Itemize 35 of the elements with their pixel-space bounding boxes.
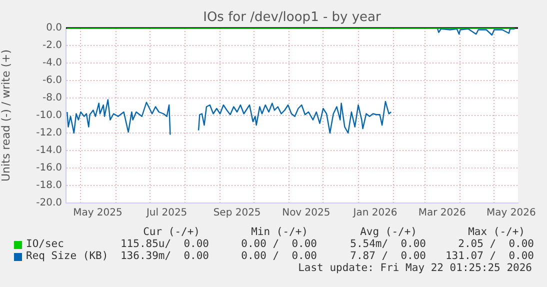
y-tick-label: -14.0 [36,145,62,156]
x-tick-label: May 2025 [73,208,122,219]
y-axis-title: Units read (-) / write (+) [0,49,12,182]
y-tick-label: -6.0 [42,75,62,86]
chart-title: IOs for /dev/loop1 - by year [202,10,382,25]
y-tick-label: -8.0 [42,92,62,104]
text: 115.85u/ 0.00 [120,238,209,250]
text: 0.00 / 0.00 [241,250,317,262]
y-tick-label: -4.0 [42,58,62,69]
legend-label: Req Size (KB) [26,250,108,262]
y-tick-label: -10.0 [36,110,62,122]
x-tick-label: Jul 2025 [145,208,188,219]
text: 5.54m/ 0.00 [350,238,426,250]
y-tick-label: 0.0 [46,22,62,34]
text: Max (-/+) [468,226,525,238]
text: Avg (-/+) [360,226,417,238]
y-tick-label: -16.0 [36,162,62,174]
text: 0.00 / 0.00 [241,238,317,250]
x-tick-label: Mar 2026 [418,208,466,219]
text: 131.07 / 0.00 [445,250,534,262]
text: Cur (-/+) [143,226,200,238]
text: 2.05 / 0.00 [458,238,534,250]
text: Last update: Fri May 22 01:25:25 2026 [298,262,532,274]
y-tick-label: -18.0 [36,180,62,192]
text: Min (-/+) [251,226,308,238]
y-tick-label: -20.0 [36,198,62,209]
x-tick-label: Nov 2025 [282,208,330,219]
x-tick-label: May 2026 [486,208,536,219]
text: 136.39m/ 0.00 [120,250,209,262]
y-tick-label: -12.0 [36,128,62,139]
x-tick-label: Jan 2026 [352,208,398,219]
legend-label: IO/sec [26,238,64,250]
y-tick-label: -2.0 [42,40,62,52]
text: 7.87 / 0.00 [350,250,426,262]
x-tick-label: Sep 2025 [213,208,261,219]
